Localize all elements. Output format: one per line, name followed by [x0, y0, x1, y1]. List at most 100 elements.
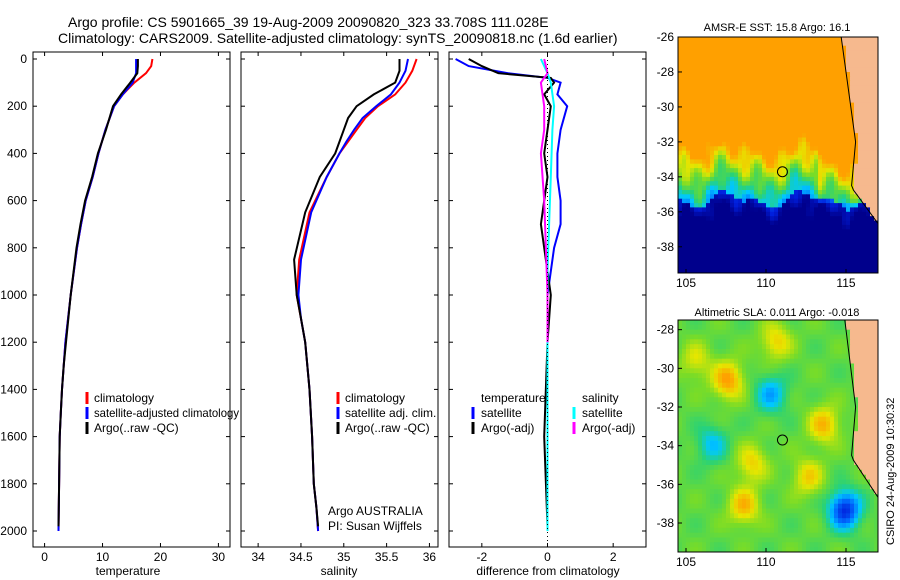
field-cell [718, 460, 723, 466]
field-cell [838, 378, 843, 384]
field-cell [762, 344, 767, 350]
field-cell [690, 159, 695, 165]
field-cell [698, 54, 703, 60]
field-cell [702, 455, 707, 461]
land-cell [866, 155, 871, 160]
field-cell [782, 508, 787, 514]
field-cell [830, 373, 835, 379]
field-cell [730, 98, 735, 103]
field-cell [778, 106, 783, 112]
field-cell [830, 387, 835, 393]
field-cell [730, 349, 735, 355]
field-cell [814, 455, 819, 461]
field-cell [734, 378, 739, 384]
field-cell [762, 45, 767, 51]
field-cell [758, 402, 763, 408]
field-cell [726, 460, 731, 466]
land-cell [866, 194, 871, 200]
field-cell [790, 238, 795, 243]
field-cell [794, 387, 799, 393]
field-cell [838, 489, 843, 495]
field-cell [754, 465, 759, 471]
field-cell [806, 220, 811, 226]
field-cell [774, 58, 779, 64]
field-cell [858, 207, 863, 213]
land-cell [874, 489, 878, 495]
land-cell [854, 85, 859, 90]
field-cell [774, 508, 779, 514]
field-cell [718, 489, 723, 495]
land-cell [866, 176, 871, 182]
field-cell [834, 494, 839, 500]
field-cell [818, 474, 823, 480]
land-cell [858, 411, 863, 417]
field-cell [686, 106, 691, 112]
land-cell [858, 120, 863, 125]
field-cell [798, 436, 803, 442]
land-cell [870, 50, 875, 55]
field-cell [786, 324, 791, 330]
field-cell [726, 89, 731, 95]
land-cell [862, 106, 867, 112]
field-cell [858, 513, 863, 519]
land-cell [870, 150, 875, 156]
land-cell [862, 382, 867, 388]
field-cell [790, 450, 795, 456]
field-cell [794, 479, 799, 485]
field-cell [802, 242, 807, 248]
field-cell [690, 133, 695, 138]
field-cell [794, 251, 799, 256]
field-cell [726, 45, 731, 51]
field-cell [826, 211, 831, 217]
field-cell [730, 387, 735, 393]
land-cell [870, 137, 875, 143]
field-cell [682, 93, 687, 99]
field-cell [822, 128, 827, 134]
field-cell [742, 392, 747, 398]
field-cell [870, 513, 875, 519]
field-cell [802, 98, 807, 103]
field-cell [830, 339, 835, 345]
field-cell [730, 484, 735, 490]
field-cell [734, 411, 739, 417]
land-cell [858, 373, 863, 379]
field-cell [742, 324, 747, 330]
field-cell [830, 324, 835, 330]
field-cell [778, 494, 783, 500]
field-cell [770, 421, 775, 427]
field-cell [822, 373, 827, 379]
field-cell [686, 358, 691, 364]
field-cell [690, 407, 695, 413]
field-cell [746, 445, 751, 451]
field-cell [710, 224, 715, 230]
field-cell [730, 76, 735, 82]
land-cell [850, 320, 855, 326]
land-cell [858, 98, 863, 103]
field-cell [798, 50, 803, 55]
field-cell [738, 50, 743, 55]
field-cell [746, 203, 751, 208]
field-cell [802, 378, 807, 384]
field-cell [706, 146, 711, 152]
field-cell [718, 344, 723, 350]
field-cell [754, 224, 759, 230]
field-cell [842, 268, 847, 273]
field-cell [778, 465, 783, 471]
field-cell [818, 450, 823, 456]
field-cell [746, 220, 751, 226]
field-cell [698, 172, 703, 178]
field-cell [738, 242, 743, 248]
field-cell [838, 407, 843, 413]
field-cell [814, 508, 819, 514]
field-cell [726, 255, 731, 261]
field-cell [690, 411, 695, 417]
field-cell [702, 450, 707, 456]
field-cell [682, 518, 687, 524]
field-cell [786, 229, 791, 235]
field-cell [750, 159, 755, 165]
field-cell [818, 185, 823, 191]
field-cell [786, 397, 791, 403]
field-cell [778, 392, 783, 398]
field-cell [754, 268, 759, 273]
field-cell [778, 479, 783, 485]
